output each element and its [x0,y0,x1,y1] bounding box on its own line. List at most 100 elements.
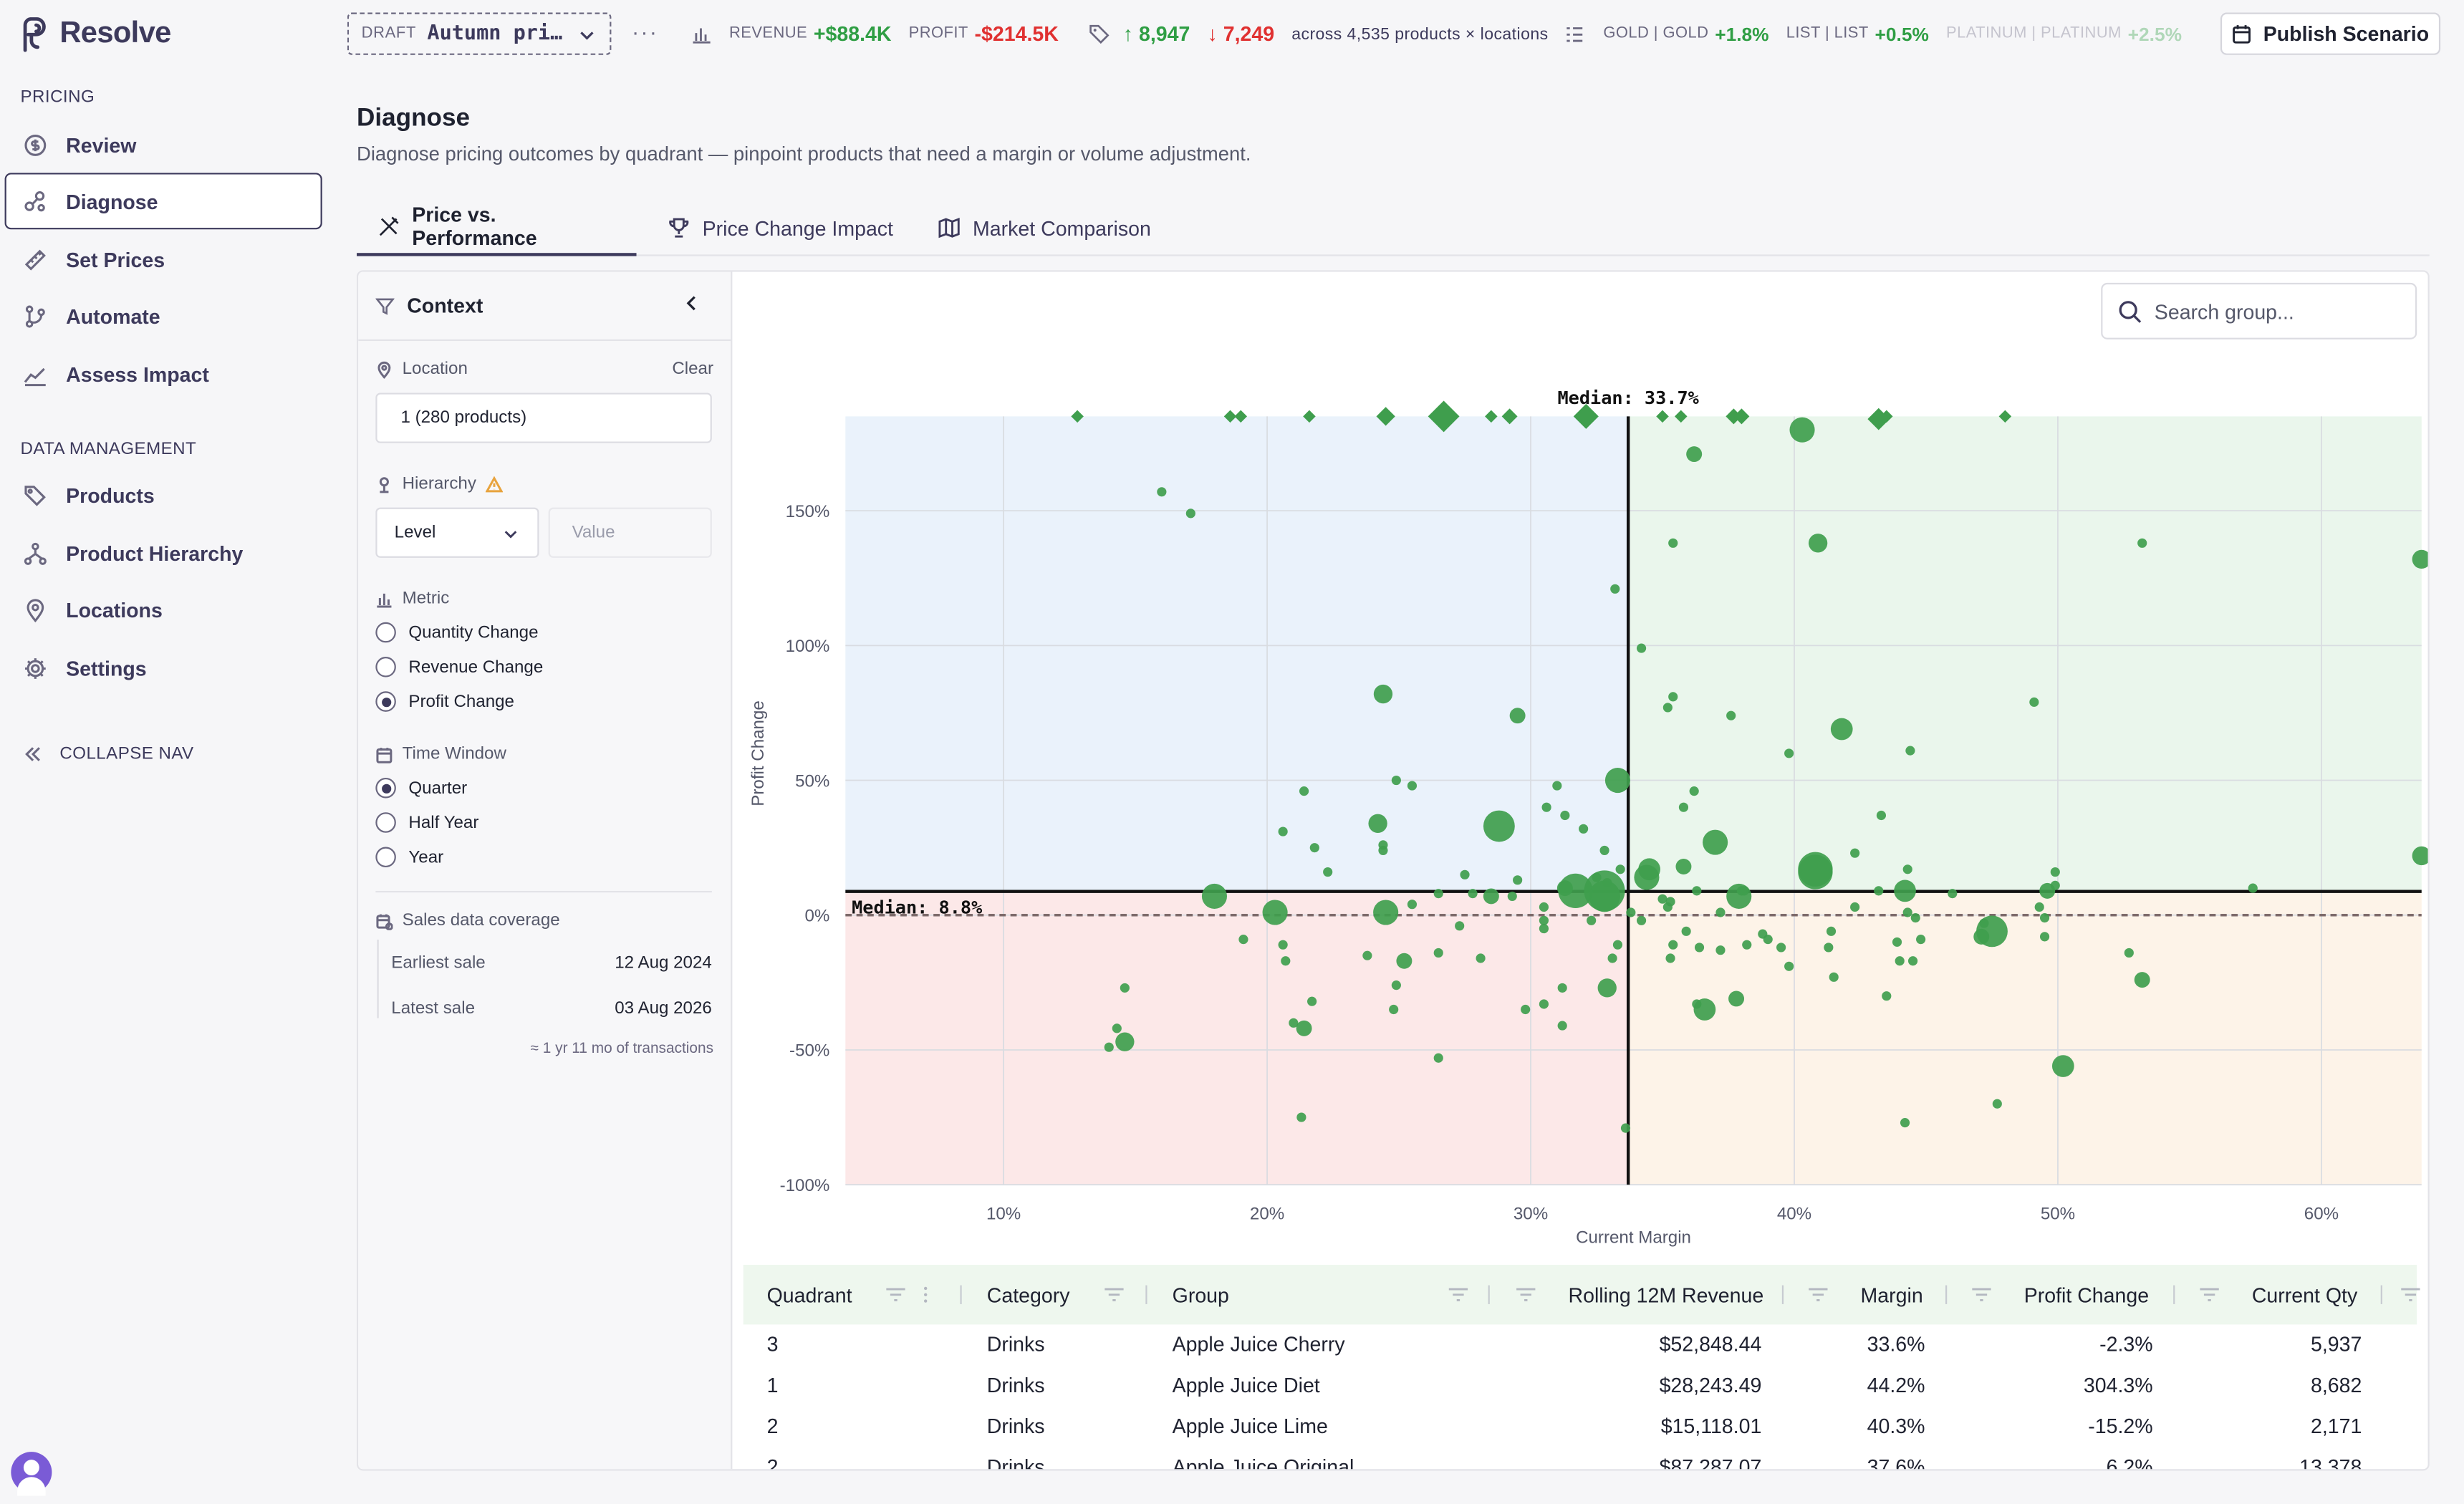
tab-price-vs-performance[interactable]: Price vs. Performance [357,200,637,256]
tier-list-value: +0.5% [1875,22,1929,45]
search-placeholder: Search group... [2154,299,2294,323]
bar-chart-icon [377,592,392,607]
sidebar-item-products[interactable]: Products [5,467,322,524]
column-separator[interactable] [1945,1285,1948,1304]
sidebar-item-automate[interactable]: Automate [5,287,322,344]
data-point [1362,950,1372,960]
column-header-current-qty[interactable]: Current Qty [2251,1283,2358,1307]
radio-button[interactable] [375,812,396,833]
publish-scenario-button[interactable]: Publish Scenario [2220,12,2441,55]
data-point [1826,926,1837,936]
sidebar-item-locations[interactable]: Locations [5,582,322,638]
revenue-label: REVENUE [728,25,808,43]
column-separator[interactable] [1145,1285,1147,1304]
filter-icon[interactable] [2400,1287,2422,1303]
table-cell: 2 [766,1455,779,1471]
table-cell: Drinks [986,1373,1045,1397]
sidebar-item-product-hierarchy[interactable]: Product Hierarchy [5,525,322,582]
column-header-revenue[interactable]: Rolling 12M Revenue [1568,1283,1764,1307]
filter-icon[interactable] [2198,1287,2220,1303]
data-point [1539,902,1549,912]
more-options-button[interactable]: ··· [631,19,659,44]
radio-button-selected[interactable] [375,777,396,799]
app-logo[interactable]: Resolve [21,17,171,52]
tab-market-comparison[interactable]: Market Comparison [916,200,1173,256]
column-header-group[interactable]: Group [1172,1283,1229,1307]
search-icon [2119,300,2142,322]
data-point [1185,508,1195,519]
filter-icon[interactable] [1515,1287,1537,1303]
column-separator[interactable] [960,1285,962,1304]
column-header-quadrant[interactable]: Quadrant [766,1283,852,1307]
price-performance-scatter-chart[interactable]: 10% 20% 30% 40% 50% 60% 150% 100% 50% 0% -50% -100%… [736,366,2430,1262]
search-group-input[interactable]: Search group... [2101,282,2417,339]
data-point [1668,940,1678,950]
column-header-profit-change[interactable]: Profit Change [2023,1283,2150,1307]
data-point [1715,907,1726,917]
clear-location-button[interactable]: Clear [672,360,714,379]
filter-icon[interactable] [1103,1287,1125,1303]
collapse-nav-button[interactable]: COLLAPSE NAV [24,745,194,763]
filter-icon[interactable] [1970,1287,1993,1303]
clipped-point-marker [1733,408,1750,425]
data-point [2412,549,2428,569]
hierarchy-value-input[interactable]: Value [548,507,712,558]
data-point [1238,935,1248,945]
y-tick-label: 50% [795,771,829,791]
sidebar-item-set-prices[interactable]: Set Prices [5,231,322,288]
filter-icon[interactable] [885,1287,907,1303]
tier-gold-label: GOLD | GOLD [1603,25,1709,43]
radio-button[interactable] [375,657,396,678]
time-option-year[interactable]: Year [375,847,443,868]
column-separator[interactable] [2173,1285,2175,1304]
data-point [1850,902,1860,912]
data-point [2039,912,2050,923]
metric-option-profit-change[interactable]: Profit Change [375,691,514,712]
trend-icon [24,367,46,386]
radio-button[interactable] [375,622,396,643]
radio-button[interactable] [375,847,396,868]
metric-option-revenue-change[interactable]: Revenue Change [375,657,543,678]
filter-icon[interactable] [1807,1287,1829,1303]
data-point [1636,643,1647,653]
scenario-name: Autumn pri… [427,21,563,46]
bar-chart-icon [693,27,711,43]
data-point [1789,417,1815,443]
table-row[interactable]: 2 Drinks Apple Juice Lime $15,118.01 40.3% -1… [743,1407,2417,1447]
column-header-margin[interactable]: Margin [1860,1283,1923,1307]
metric-option-quantity-change[interactable]: Quantity Change [375,622,539,643]
data-point [1668,538,1678,548]
table-cell: Apple Juice Cherry [1172,1332,1345,1356]
clipped-point-marker [1573,403,1599,429]
time-option-quarter[interactable]: Quarter [375,777,467,799]
data-point [1689,786,1699,796]
filter-icon[interactable] [1448,1287,1470,1303]
table-row[interactable]: 2 Drinks Apple Juice Original $87,287.07 37.… [743,1447,2417,1471]
column-separator[interactable] [2380,1285,2382,1304]
user-avatar[interactable] [11,1452,52,1496]
tab-price-change-impact[interactable]: Price Change Impact [646,200,915,256]
location-field[interactable]: 1 (280 products) [375,392,712,443]
sidebar-item-diagnose[interactable]: Diagnose [4,173,322,230]
column-separator[interactable] [1488,1285,1490,1304]
radio-button-selected[interactable] [375,691,396,712]
table-cell: 37.6% [1867,1455,1925,1471]
data-point [1468,889,1478,899]
sidebar-item-settings[interactable]: Settings [5,640,322,696]
time-option-half-year[interactable]: Half Year [375,812,478,833]
sidebar-item-assess-impact[interactable]: Assess Impact [5,346,322,402]
chevron-left-icon[interactable] [682,294,701,312]
clipped-point-marker [1674,410,1688,423]
scenario-selector[interactable]: DRAFT Autumn pri… [347,12,612,55]
sidebar-item-label: Review [66,132,137,157]
hierarchy-level-select[interactable]: Level [375,507,539,558]
table-row[interactable]: 1 Drinks Apple Juice Diet $28,243.49 44.2% 30… [743,1365,2417,1406]
column-header-category[interactable]: Category [986,1283,1070,1307]
sidebar-item-review[interactable]: Review [5,116,322,173]
table-row[interactable]: 3 Drinks Apple Juice Cherry $52,848.44 33.6%… [743,1324,2417,1365]
data-point [1433,1053,1443,1063]
column-menu-icon[interactable] [923,1286,929,1304]
quadrant-bottom-right [1628,891,2422,1185]
column-separator[interactable] [1781,1285,1784,1304]
table-cell: -2.3% [2099,1332,2153,1356]
